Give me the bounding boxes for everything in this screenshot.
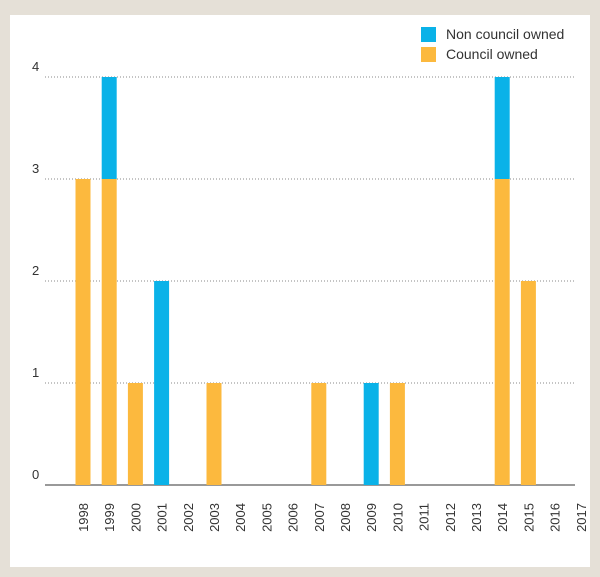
x-tick-label: 2017 [574,503,589,532]
bar-non-council-2001 [154,281,170,485]
x-tick-label: 2005 [259,503,274,532]
legend-label: Council owned [446,46,538,62]
stacked-bar-chart: 0 1 2 3 4 1998 1999 2000 2001 2002 2003 2004 2005 20… [32,26,589,532]
bar-council-2015 [520,281,536,485]
y-tick-label: 2 [32,263,39,278]
y-tick-label: 4 [32,59,39,74]
x-tick-label: 2011 [417,503,432,531]
bar-council-2014 [494,179,510,485]
legend: Non council owned Council owned [421,26,564,62]
x-tick-label: 2001 [155,503,170,532]
legend-swatch [421,27,436,42]
y-tick-label: 0 [32,467,39,482]
x-tick-label: 2004 [233,503,248,532]
x-tick-label: 2006 [286,503,301,532]
y-tick-labels: 0 1 2 3 4 [32,59,39,482]
bar-council-2003 [206,383,222,485]
legend-swatch [421,47,436,62]
x-tick-labels: 1998 1999 2000 2001 2002 2003 2004 2005 2006 2007… [76,503,589,532]
bar-council-2007 [311,383,327,485]
x-tick-label: 2002 [181,503,196,532]
x-tick-label: 2015 [521,503,536,532]
x-tick-label: 1998 [76,503,91,532]
legend-label: Non council owned [446,26,564,42]
x-tick-label: 2013 [469,503,484,532]
bar-council-1999 [101,179,117,485]
chart-panel: 0 1 2 3 4 1998 1999 2000 2001 2002 2003 2004 2005 20… [10,15,590,567]
bar-council-2000 [127,383,143,485]
y-tick-label: 3 [32,161,39,176]
x-tick-label: 2000 [128,503,143,532]
bar-non-council-2014 [494,77,510,179]
x-tick-label: 2012 [443,503,458,532]
x-tick-label: 1999 [102,503,117,532]
bar-non-council-2009 [363,383,379,485]
bar-non-council-1999 [101,77,117,179]
x-tick-label: 2008 [338,503,353,532]
bar-council-2010 [389,383,405,485]
x-tick-label: 2007 [312,503,327,532]
x-tick-label: 2009 [364,503,379,532]
x-tick-label: 2010 [390,503,405,532]
bars [75,77,536,485]
y-tick-label: 1 [32,365,39,380]
x-tick-label: 2016 [548,503,563,532]
bar-council-1998 [75,179,91,485]
x-tick-label: 2014 [495,503,510,532]
x-tick-label: 2003 [207,503,222,532]
